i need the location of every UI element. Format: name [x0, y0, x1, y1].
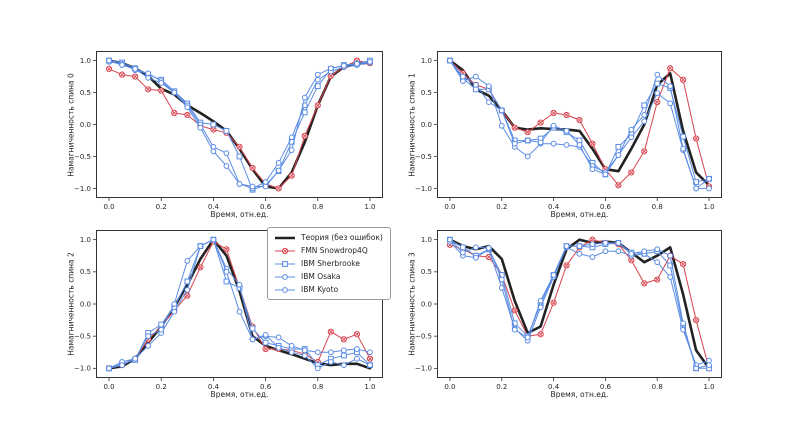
svg-text:1.0: 1.0 [80, 236, 91, 244]
subplot-spin-1: 0.0 0.2 0.4 0.6 0.8 1.0 1.0 0.5 0.0 −0.5 −1.0 Нама… [408, 51, 722, 219]
svg-text:0.8: 0.8 [312, 203, 323, 211]
svg-text:1.0: 1.0 [364, 203, 375, 211]
x-axis-label-spin-1: Время, отн.ед. [550, 210, 609, 219]
svg-text:0.6: 0.6 [260, 383, 272, 391]
svg-text:0.5: 0.5 [80, 268, 91, 276]
legend-entry-ibm-osaka: IBM Osaka [274, 271, 383, 282]
y-axis-label-spin-1: Намагниченность спина 1 [407, 72, 417, 177]
svg-text:0.6: 0.6 [600, 383, 612, 391]
legend-label-ibm-kyoto: IBM Kyoto [301, 285, 339, 294]
svg-text:1.0: 1.0 [421, 57, 432, 65]
svg-text:0.0: 0.0 [103, 203, 114, 211]
x-axis-label-spin-3: Время, отн.ед. [550, 390, 609, 399]
legend-entry-theory: Теория (без ошибок) [274, 232, 383, 243]
svg-text:0.5: 0.5 [421, 89, 432, 97]
svg-text:0.0: 0.0 [80, 121, 91, 129]
svg-text:0.2: 0.2 [156, 383, 167, 391]
svg-text:0.4: 0.4 [548, 383, 560, 391]
svg-text:0.0: 0.0 [421, 300, 432, 308]
svg-text:0.0: 0.0 [103, 383, 114, 391]
svg-text:0.8: 0.8 [652, 203, 663, 211]
svg-text:−0.5: −0.5 [74, 333, 91, 341]
y-axis-label-spin-0: Намагниченность спина 0 [66, 72, 76, 177]
svg-text:0.0: 0.0 [444, 203, 455, 211]
x-axis-label-spin-2: Время, отн.ед. [210, 390, 269, 399]
theory-line-sample-icon [275, 236, 295, 239]
y-axis-label-spin-3: Намагниченность спина 3 [407, 252, 417, 356]
svg-text:0.4: 0.4 [208, 203, 220, 211]
legend-label-fmn-snowdrop4q: FMN Snowdrop4Q [301, 246, 368, 255]
circle-marker-icon [275, 286, 295, 293]
subplot-spin-3: 0.0 0.2 0.4 0.6 0.8 1.0 1.0 0.5 0.0 −0.5 −1.0 Нама… [408, 230, 722, 399]
svg-text:0.0: 0.0 [80, 300, 91, 308]
legend-label-theory: Теория (без ошибок) [301, 233, 383, 242]
svg-text:0.4: 0.4 [208, 383, 220, 391]
subplot-spin-2: 0.0 0.2 0.4 0.6 0.8 1.0 1.0 0.5 0.0 −0.5 −1.0 Нама… [67, 230, 383, 399]
svg-text:1.0: 1.0 [703, 383, 714, 391]
svg-text:0.2: 0.2 [496, 203, 507, 211]
svg-text:0.8: 0.8 [652, 383, 663, 391]
legend-entry-ibm-sherbrooke: IBM Sherbrooke [274, 258, 383, 269]
svg-text:−0.5: −0.5 [74, 153, 91, 161]
legend-entry-ibm-kyoto: IBM Kyoto [274, 284, 383, 295]
plot-area-spin-1: 0.0 0.2 0.4 0.6 0.8 1.0 1.0 0.5 0.0 −0.5 −1.0 [415, 51, 722, 211]
circle-marker-icon [275, 273, 295, 280]
subplot-spin-0: 0.0 0.2 0.4 0.6 0.8 1.0 1.0 0.5 0.0 −0.5 −1.0 Нама… [67, 51, 383, 219]
svg-text:0.5: 0.5 [421, 268, 432, 276]
circle-x-marker-icon [275, 247, 295, 254]
legend-entry-fmn-snowdrop4q: FMN Snowdrop4Q [274, 245, 383, 256]
plot-area-spin-0: 0.0 0.2 0.4 0.6 0.8 1.0 1.0 0.5 0.0 −0.5 −1.0 [74, 51, 383, 211]
svg-text:0.6: 0.6 [260, 203, 272, 211]
svg-text:1.0: 1.0 [703, 203, 714, 211]
svg-text:0.0: 0.0 [444, 383, 455, 391]
svg-text:0.5: 0.5 [80, 89, 91, 97]
legend-label-ibm-sherbrooke: IBM Sherbrooke [301, 259, 360, 268]
svg-text:−1.0: −1.0 [74, 365, 91, 373]
svg-text:0.6: 0.6 [600, 203, 612, 211]
x-axis-label-spin-0: Время, отн.ед. [210, 210, 269, 219]
y-axis-label-spin-2: Намагниченность спина 2 [66, 252, 76, 356]
svg-text:−1.0: −1.0 [415, 365, 432, 373]
svg-text:−0.5: −0.5 [415, 333, 432, 341]
svg-text:1.0: 1.0 [364, 383, 375, 391]
svg-text:0.8: 0.8 [312, 383, 323, 391]
square-marker-icon [275, 260, 295, 267]
svg-text:0.2: 0.2 [156, 203, 167, 211]
legend-box: Теория (без ошибок) FMN Snowdrop4Q IBM S… [267, 227, 391, 300]
svg-text:0.4: 0.4 [548, 203, 560, 211]
svg-text:0.2: 0.2 [496, 383, 507, 391]
svg-text:1.0: 1.0 [421, 236, 432, 244]
plot-area-spin-3: 0.0 0.2 0.4 0.6 0.8 1.0 1.0 0.5 0.0 −0.5 −1.0 [415, 230, 722, 391]
legend-label-ibm-osaka: IBM Osaka [301, 272, 341, 281]
plot-area-spin-2: 0.0 0.2 0.4 0.6 0.8 1.0 1.0 0.5 0.0 −0.5 −1.0 [74, 230, 383, 391]
svg-text:−1.0: −1.0 [415, 185, 432, 193]
svg-text:−1.0: −1.0 [74, 185, 91, 193]
svg-text:0.0: 0.0 [421, 121, 432, 129]
svg-text:1.0: 1.0 [80, 57, 91, 65]
svg-text:−0.5: −0.5 [415, 153, 432, 161]
